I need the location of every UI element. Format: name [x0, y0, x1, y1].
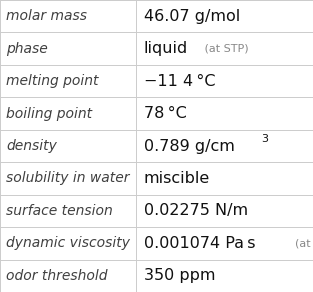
- Text: 78 °C: 78 °C: [144, 106, 187, 121]
- Bar: [0, 32, 136, 65]
- Bar: [136, 195, 313, 227]
- Bar: [136, 65, 313, 97]
- Text: boiling point: boiling point: [6, 107, 92, 121]
- Bar: [136, 32, 313, 65]
- Bar: [0, 162, 136, 195]
- Text: 0.789 g/cm: 0.789 g/cm: [144, 138, 235, 154]
- Text: (at 25 °C): (at 25 °C): [288, 238, 313, 248]
- Bar: [136, 162, 313, 195]
- Text: 3: 3: [261, 134, 268, 144]
- Text: phase: phase: [6, 42, 48, 56]
- Text: melting point: melting point: [6, 74, 99, 88]
- Text: liquid: liquid: [144, 41, 188, 56]
- Bar: [0, 227, 136, 260]
- Text: odor threshold: odor threshold: [6, 269, 108, 283]
- Text: solubility in water: solubility in water: [6, 171, 130, 185]
- Bar: [0, 260, 136, 292]
- Bar: [136, 260, 313, 292]
- Text: miscible: miscible: [144, 171, 210, 186]
- Bar: [136, 0, 313, 32]
- Bar: [0, 65, 136, 97]
- Text: density: density: [6, 139, 57, 153]
- Text: molar mass: molar mass: [6, 9, 87, 23]
- Text: 0.02275 N/m: 0.02275 N/m: [144, 204, 248, 218]
- Bar: [0, 130, 136, 162]
- Text: 0.001074 Pa s: 0.001074 Pa s: [144, 236, 255, 251]
- Text: −11 4 °C: −11 4 °C: [144, 74, 215, 88]
- Text: (at STP): (at STP): [201, 44, 249, 54]
- Text: dynamic viscosity: dynamic viscosity: [6, 236, 130, 250]
- Bar: [136, 227, 313, 260]
- Bar: [0, 195, 136, 227]
- Text: 350 ppm: 350 ppm: [144, 268, 215, 283]
- Bar: [136, 130, 313, 162]
- Bar: [136, 97, 313, 130]
- Bar: [0, 97, 136, 130]
- Bar: [0, 0, 136, 32]
- Text: 46.07 g/mol: 46.07 g/mol: [144, 9, 240, 24]
- Text: surface tension: surface tension: [6, 204, 113, 218]
